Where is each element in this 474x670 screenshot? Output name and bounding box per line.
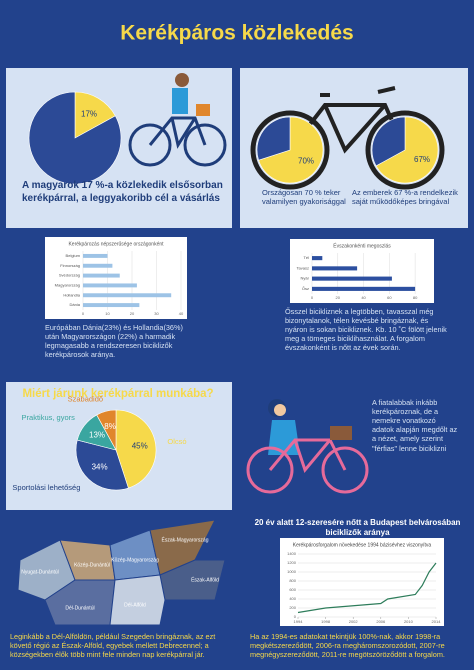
x-tick-label: 1994 <box>294 619 304 624</box>
category-label: Praktikus, gyors <box>22 413 76 422</box>
y-tick-label: Svédország <box>59 273 80 278</box>
bar <box>312 266 358 271</box>
page-title: Kerékpáros közlekedés <box>120 22 353 45</box>
x-tick-label: 80 <box>413 295 418 300</box>
y-tick-label: 1000 <box>287 569 297 574</box>
bar <box>312 286 416 291</box>
y-tick-label: 0 <box>294 614 297 619</box>
chart-box <box>290 239 434 303</box>
map-label: Észak-Magyarország <box>162 536 209 543</box>
bar <box>83 253 108 258</box>
x-tick-label: 60 <box>387 295 392 300</box>
caption: A fiatalabbak inkább kerékpároznak, de a… <box>372 398 458 453</box>
pie-slice <box>28 91 122 185</box>
pie-slice <box>115 409 157 489</box>
pie-slice <box>75 439 129 491</box>
y-tick-label: 1400 <box>287 551 297 556</box>
pie-slice <box>258 116 324 184</box>
chart-box <box>280 538 444 626</box>
value-label: 13% <box>89 430 105 439</box>
x-tick-label: 40 <box>361 295 366 300</box>
pie-slice <box>371 116 406 167</box>
caption: Európában Dánia(23%) és Hollandia(36%) u… <box>45 323 183 360</box>
map-label: Nyugat-Dunántúl <box>21 569 59 575</box>
x-tick-label: 40 <box>179 311 184 316</box>
y-tick-label: Ősz <box>302 286 309 291</box>
map-label: Észak-Alföld <box>191 576 219 583</box>
caption: 20 év alatt 12-szeresére nőtt a Budapest… <box>254 518 461 537</box>
value-label: 45% <box>132 441 148 450</box>
x-tick-label: 2014 <box>432 619 442 624</box>
bar <box>83 293 172 298</box>
y-tick-label: Tavasz <box>297 265 309 270</box>
bar <box>312 276 392 281</box>
bar <box>83 283 137 288</box>
value-label: 34% <box>92 463 108 472</box>
y-tick-label: Tél <box>303 255 309 260</box>
pie-slice <box>256 116 291 161</box>
chart-title: Évszakonkénti megoszlás <box>333 242 391 249</box>
x-tick-label: 30 <box>154 311 159 316</box>
x-tick-label: 0 <box>311 295 314 300</box>
y-tick-label: 200 <box>289 605 296 610</box>
x-tick-label: 2006 <box>376 619 386 624</box>
y-tick-label: 1200 <box>287 560 297 565</box>
y-tick-label: Magyarország <box>55 282 80 287</box>
y-tick-label: 800 <box>289 578 296 583</box>
y-tick-label: Dánia <box>70 302 81 307</box>
y-tick-label: Belgium <box>66 253 81 258</box>
x-tick-label: 20 <box>336 295 341 300</box>
y-tick-label: 600 <box>289 587 296 592</box>
value-label: 8% <box>104 422 116 431</box>
chart-title: Miért járunk kerékpárral munkába? <box>22 388 213 400</box>
pie-slice <box>96 409 117 451</box>
x-tick-label: 20 <box>130 311 135 316</box>
caption: Ősszel bicikliznek a legtöbben, tavassza… <box>285 307 447 353</box>
pie-slice <box>375 116 439 184</box>
map-label: Dél-Alföld <box>124 602 146 608</box>
hungary-map <box>17 519 226 626</box>
caption: Ha az 1994-es adatokat tekintjük 100%-na… <box>250 632 445 660</box>
category-label: Olcsó <box>167 437 186 446</box>
y-tick-label: Hollandia <box>63 292 80 297</box>
x-tick-label: 2010 <box>404 619 414 624</box>
x-tick-label: 1998 <box>321 619 331 624</box>
map-label: Közép-Dunántúl <box>74 562 110 568</box>
category-label: Sportolási lehetőség <box>12 483 80 492</box>
caption: Leginkább a Dél-Alföldön, például Szeged… <box>10 632 216 660</box>
x-tick-label: 2002 <box>349 619 359 624</box>
caption: A magyarok 17 %-a közlekedik elsősorban … <box>22 180 223 204</box>
value-label: 67% <box>414 155 430 164</box>
bar <box>83 273 120 278</box>
bar <box>83 263 113 268</box>
map-label: Közép-Magyarország <box>111 557 159 563</box>
line <box>297 562 437 614</box>
value-label: 70% <box>298 157 314 166</box>
x-tick-label: 0 <box>82 311 85 316</box>
bar <box>312 256 323 261</box>
bike-frame <box>250 86 445 190</box>
y-tick-label: Nyár <box>301 276 310 281</box>
value-label: 17% <box>81 109 97 118</box>
chart-title: Kerékpárosforgalom növekedése 1994 bázis… <box>293 542 432 548</box>
y-tick-label: Finnország <box>60 263 80 268</box>
caption: Országosan 70 % teker valamilyen gyakori… <box>262 188 346 207</box>
bar <box>83 303 140 308</box>
pie-slice <box>74 91 116 139</box>
chart-title: Kerékpározás népszerűsége országonként <box>68 241 164 247</box>
bike-illustration <box>128 73 227 167</box>
map-label: Dél-Dunántúl <box>65 605 94 611</box>
woman-illustration <box>246 399 369 494</box>
category-label: Szabadidő <box>68 395 103 404</box>
x-tick-label: 10 <box>105 311 110 316</box>
y-tick-label: 400 <box>289 596 296 601</box>
caption: Az emberek 67 %-a rendelkezik saját műkö… <box>352 188 458 207</box>
